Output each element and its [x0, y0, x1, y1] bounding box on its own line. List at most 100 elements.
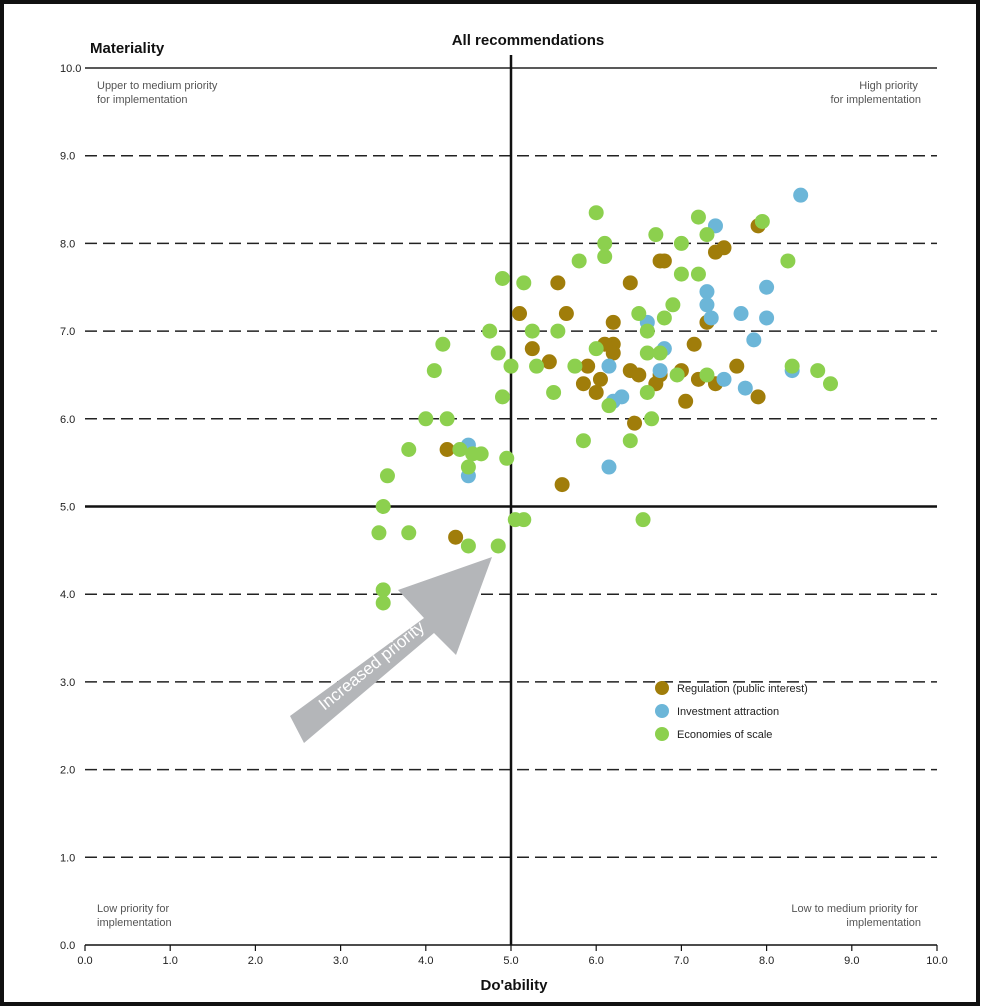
point-economies-17 [482, 323, 498, 339]
point-investment-19 [601, 459, 617, 475]
point-economies-10 [673, 266, 689, 282]
point-regulation-27 [588, 384, 604, 400]
x-tick-label: 6.0 [589, 955, 604, 967]
point-economies-24 [639, 345, 655, 361]
x-tick-label: 8.0 [759, 955, 774, 967]
point-economies-31 [699, 367, 715, 383]
point-economies-34 [823, 376, 838, 392]
point-economies-37 [494, 389, 510, 405]
point-economies-56 [401, 525, 417, 541]
point-investment-5 [703, 310, 719, 326]
point-regulation-7 [512, 306, 528, 322]
point-economies-23 [588, 341, 604, 357]
point-economies-11 [780, 253, 796, 269]
point-economies-22 [490, 345, 506, 361]
x-tick-label: 9.0 [844, 955, 859, 967]
point-investment-3 [699, 284, 715, 300]
point-economies-38 [601, 398, 617, 414]
point-regulation-8 [558, 306, 574, 322]
point-investment-14 [737, 380, 753, 396]
point-regulation-29 [678, 393, 694, 409]
point-economies-9 [690, 266, 706, 282]
legend-label-regulation: Regulation (public interest) [677, 683, 808, 695]
quadrant-label-top-right-line2: for implementation [831, 94, 922, 106]
point-investment-11 [601, 358, 617, 374]
point-economies-45 [452, 441, 468, 457]
x-tick-label: 7.0 [674, 955, 689, 967]
point-economies-13 [516, 275, 532, 291]
y-tick-labels: 0.0 1.0 2.0 3.0 4.0 5.0 6.0 7.0 8.0 9.0 10.0 [60, 63, 81, 952]
x-tick-label: 3.0 [333, 955, 348, 967]
point-economies-58 [490, 538, 506, 554]
point-economies-57 [460, 538, 476, 554]
legend-label-economies: Economies of scale [677, 729, 772, 741]
quadrant-label-bottom-left: Low priority for implementation [97, 903, 172, 929]
point-economies-3 [597, 235, 613, 251]
point-investment-7 [759, 310, 775, 326]
point-regulation-33 [554, 477, 570, 493]
point-economies-29 [426, 363, 442, 379]
point-regulation-25 [729, 358, 745, 374]
quadrant-label-top-right: High priority for implementation [831, 80, 922, 106]
point-regulation-6 [550, 275, 566, 291]
point-economies-16 [656, 310, 672, 326]
point-economies-53 [516, 512, 532, 528]
x-tick-label: 5.0 [503, 955, 518, 967]
point-investment-4 [699, 297, 715, 313]
point-economies-5 [699, 227, 715, 243]
point-regulation-16 [541, 354, 557, 370]
point-economies-25 [652, 345, 668, 361]
legend-marker-economies [655, 727, 669, 741]
point-economies-18 [524, 323, 540, 339]
quadrant-label-bottom-left-line1: Low priority for [97, 903, 169, 915]
point-regulation-30 [750, 389, 766, 405]
point-economies-40 [439, 411, 455, 427]
point-economies-39 [418, 411, 434, 427]
priority-arrow-shape [290, 557, 492, 743]
quadrant-label-top-right-line1: High priority [859, 80, 918, 92]
point-economies-19 [550, 323, 566, 339]
y-tick-label: 2.0 [60, 765, 75, 777]
x-tick-label: 1.0 [163, 955, 178, 967]
point-economies-28 [567, 358, 583, 374]
point-regulation-32 [439, 441, 455, 457]
point-economies-59 [375, 582, 391, 598]
point-economies-47 [473, 446, 489, 462]
point-regulation-9 [605, 314, 621, 330]
point-economies-36 [546, 384, 562, 400]
y-tick-label: 0.0 [60, 940, 75, 952]
quadrant-dividers [85, 55, 937, 945]
point-economies-35 [639, 384, 655, 400]
point-investment-20 [746, 332, 762, 348]
point-regulation-4 [652, 253, 668, 269]
x-tick-label: 2.0 [248, 955, 263, 967]
point-economies-1 [690, 209, 706, 225]
quadrant-label-bottom-left-line2: implementation [97, 917, 172, 929]
point-economies-33 [810, 363, 826, 379]
chart-title: All recommendations [452, 32, 605, 49]
point-economies-48 [499, 450, 515, 466]
y-tick-label: 4.0 [60, 589, 75, 601]
point-economies-27 [529, 358, 545, 374]
point-regulation-5 [622, 275, 638, 291]
point-economies-4 [648, 227, 664, 243]
point-economies-8 [571, 253, 587, 269]
point-regulation-20 [631, 367, 647, 383]
quadrant-label-bottom-right: Low to medium priority for implementatio… [791, 903, 921, 929]
point-economies-26 [503, 358, 519, 374]
point-economies-30 [669, 367, 685, 383]
legend-marker-regulation [655, 681, 669, 695]
point-investment-2 [759, 279, 775, 295]
y-axis-label: Materiality [90, 40, 165, 57]
y-tick-label: 10.0 [60, 63, 81, 75]
point-regulation-31 [627, 415, 643, 431]
y-tick-label: 6.0 [60, 414, 75, 426]
legend-marker-investment [655, 704, 669, 718]
x-tick-label: 10.0 [926, 955, 947, 967]
point-economies-49 [460, 459, 476, 475]
y-tick-label: 3.0 [60, 677, 75, 689]
point-economies-15 [631, 306, 647, 322]
